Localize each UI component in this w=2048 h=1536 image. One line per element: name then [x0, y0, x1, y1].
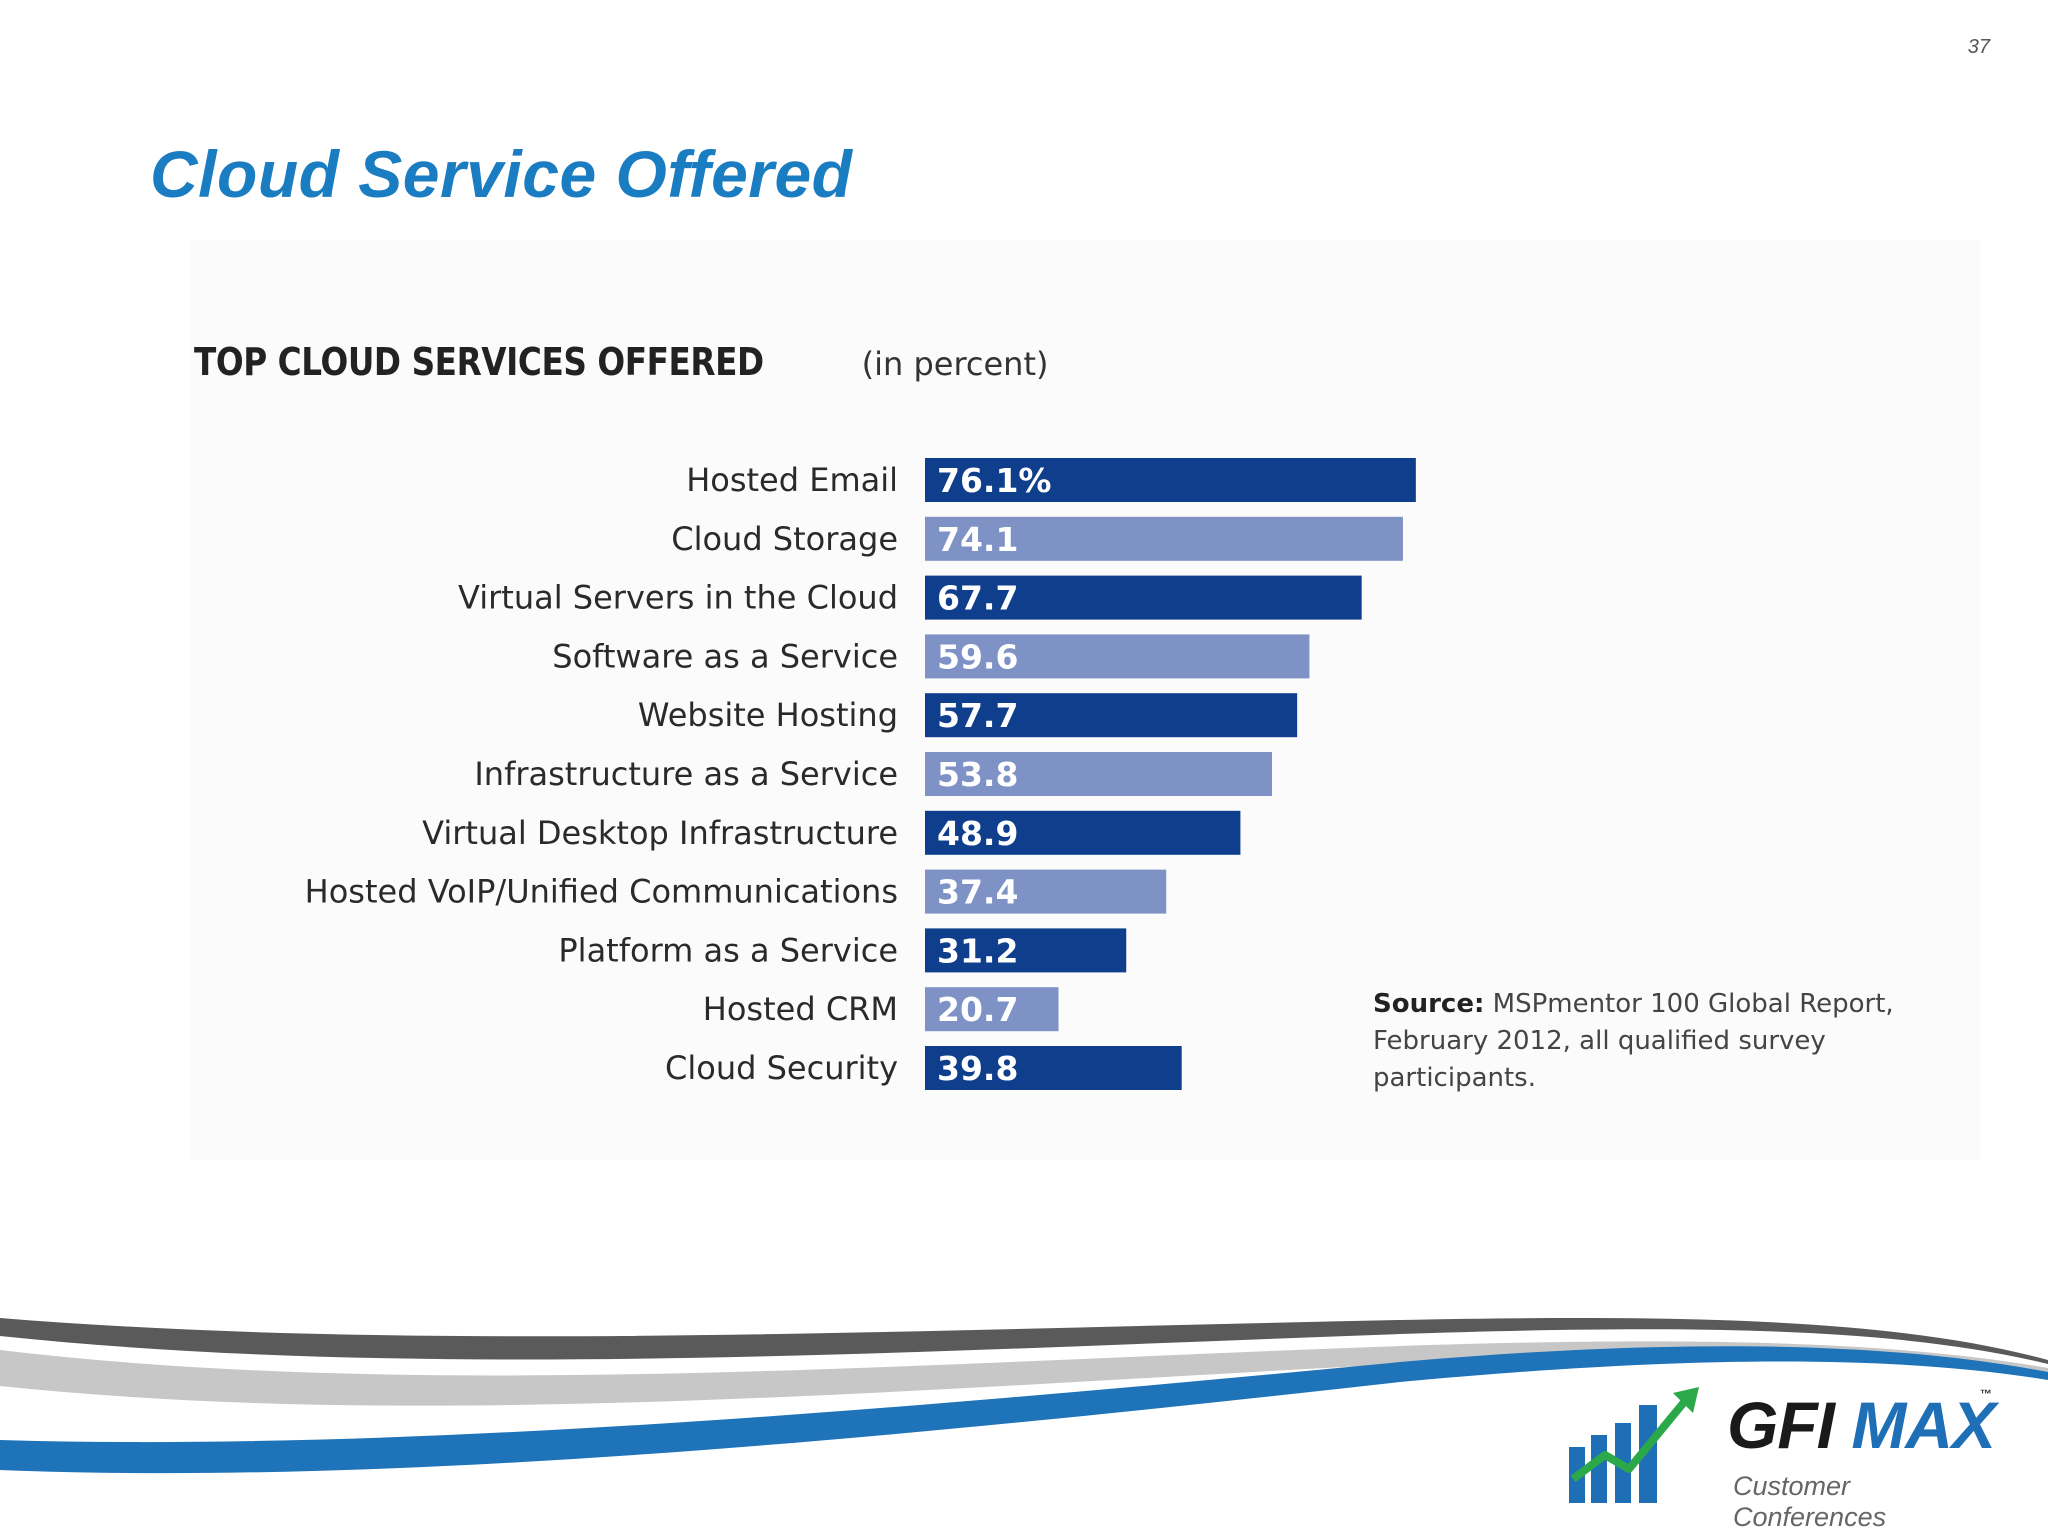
bar-value-label-7: 37.4 — [937, 873, 1018, 912]
category-label-0: Hosted Email — [686, 461, 898, 499]
bar-9 — [925, 987, 1059, 1032]
bar-3 — [925, 634, 1310, 679]
bar-10 — [925, 1046, 1182, 1090]
bar-1 — [925, 516, 1403, 561]
category-label-7: Hosted VoIP/Unified Communications — [305, 873, 898, 911]
bar-5 — [925, 752, 1273, 796]
category-label-4: Website Hosting — [638, 696, 898, 734]
chart-subtitle: (in percent) — [861, 345, 1049, 383]
source-label: Source: — [1373, 989, 1485, 1019]
slide-title: Cloud Service Offered — [150, 137, 853, 211]
source-text: MSPmentor 100 Global Report, February 20… — [1373, 989, 1894, 1093]
bar-value-label-3: 59.6 — [937, 637, 1018, 676]
bar-value-label-4: 57.7 — [937, 696, 1018, 735]
swoosh-dark-gray-band — [0, 1318, 2048, 1364]
bar-value-label-5: 53.8 — [937, 755, 1018, 794]
bar-value-label-1: 74.1 — [937, 520, 1018, 559]
rising-bars-icon — [1569, 1387, 1699, 1503]
bar-2 — [925, 575, 1362, 620]
category-label-3: Software as a Service — [552, 637, 898, 675]
category-label-9: Hosted CRM — [703, 990, 898, 1028]
page-number: 37 — [1967, 36, 1990, 58]
bar-value-label-6: 48.9 — [937, 814, 1018, 853]
bar-8 — [925, 928, 1127, 973]
swoosh-blue-band — [0, 1346, 2048, 1474]
bar-value-label-0: 76.1% — [937, 461, 1052, 500]
bar-value-label-10: 39.8 — [937, 1049, 1018, 1088]
logo-max: MAX — [1851, 1388, 1996, 1462]
gfi-max-logo: GFI MAX ™ Customer Conferences — [1565, 1385, 2005, 1532]
bar-0 — [925, 458, 1416, 502]
category-label-5: Infrastructure as a Service — [474, 755, 898, 793]
bar-value-label-2: 67.7 — [937, 579, 1018, 618]
bar-6 — [925, 810, 1241, 855]
logo-subtitle: Customer Conferences — [1733, 1471, 1887, 1532]
bar-7 — [925, 869, 1167, 914]
bar-4 — [925, 693, 1298, 738]
bar-value-label-9: 20.7 — [937, 990, 1018, 1029]
decorative-swoosh — [0, 1318, 2048, 1474]
bar-value-label-8: 31.2 — [937, 931, 1018, 970]
category-label-8: Platform as a Service — [558, 931, 898, 969]
chart-heading: TOP CLOUD SERVICES OFFERED (in percent) — [194, 340, 1048, 384]
category-label-2: Virtual Servers in the Cloud — [458, 579, 898, 617]
category-label-6: Virtual Desktop Infrastructure — [422, 814, 898, 852]
category-label-10: Cloud Security — [665, 1049, 898, 1087]
logo-trademark: ™ — [1980, 1387, 1992, 1401]
logo-wordmark: GFI MAX — [1727, 1387, 1996, 1463]
source-note: Source: MSPmentor 100 Global Report, Feb… — [1373, 986, 1933, 1097]
logo-gfi: GFI — [1727, 1388, 1835, 1462]
chart-title: TOP CLOUD SERVICES OFFERED — [194, 340, 764, 384]
category-label-1: Cloud Storage — [671, 520, 898, 558]
